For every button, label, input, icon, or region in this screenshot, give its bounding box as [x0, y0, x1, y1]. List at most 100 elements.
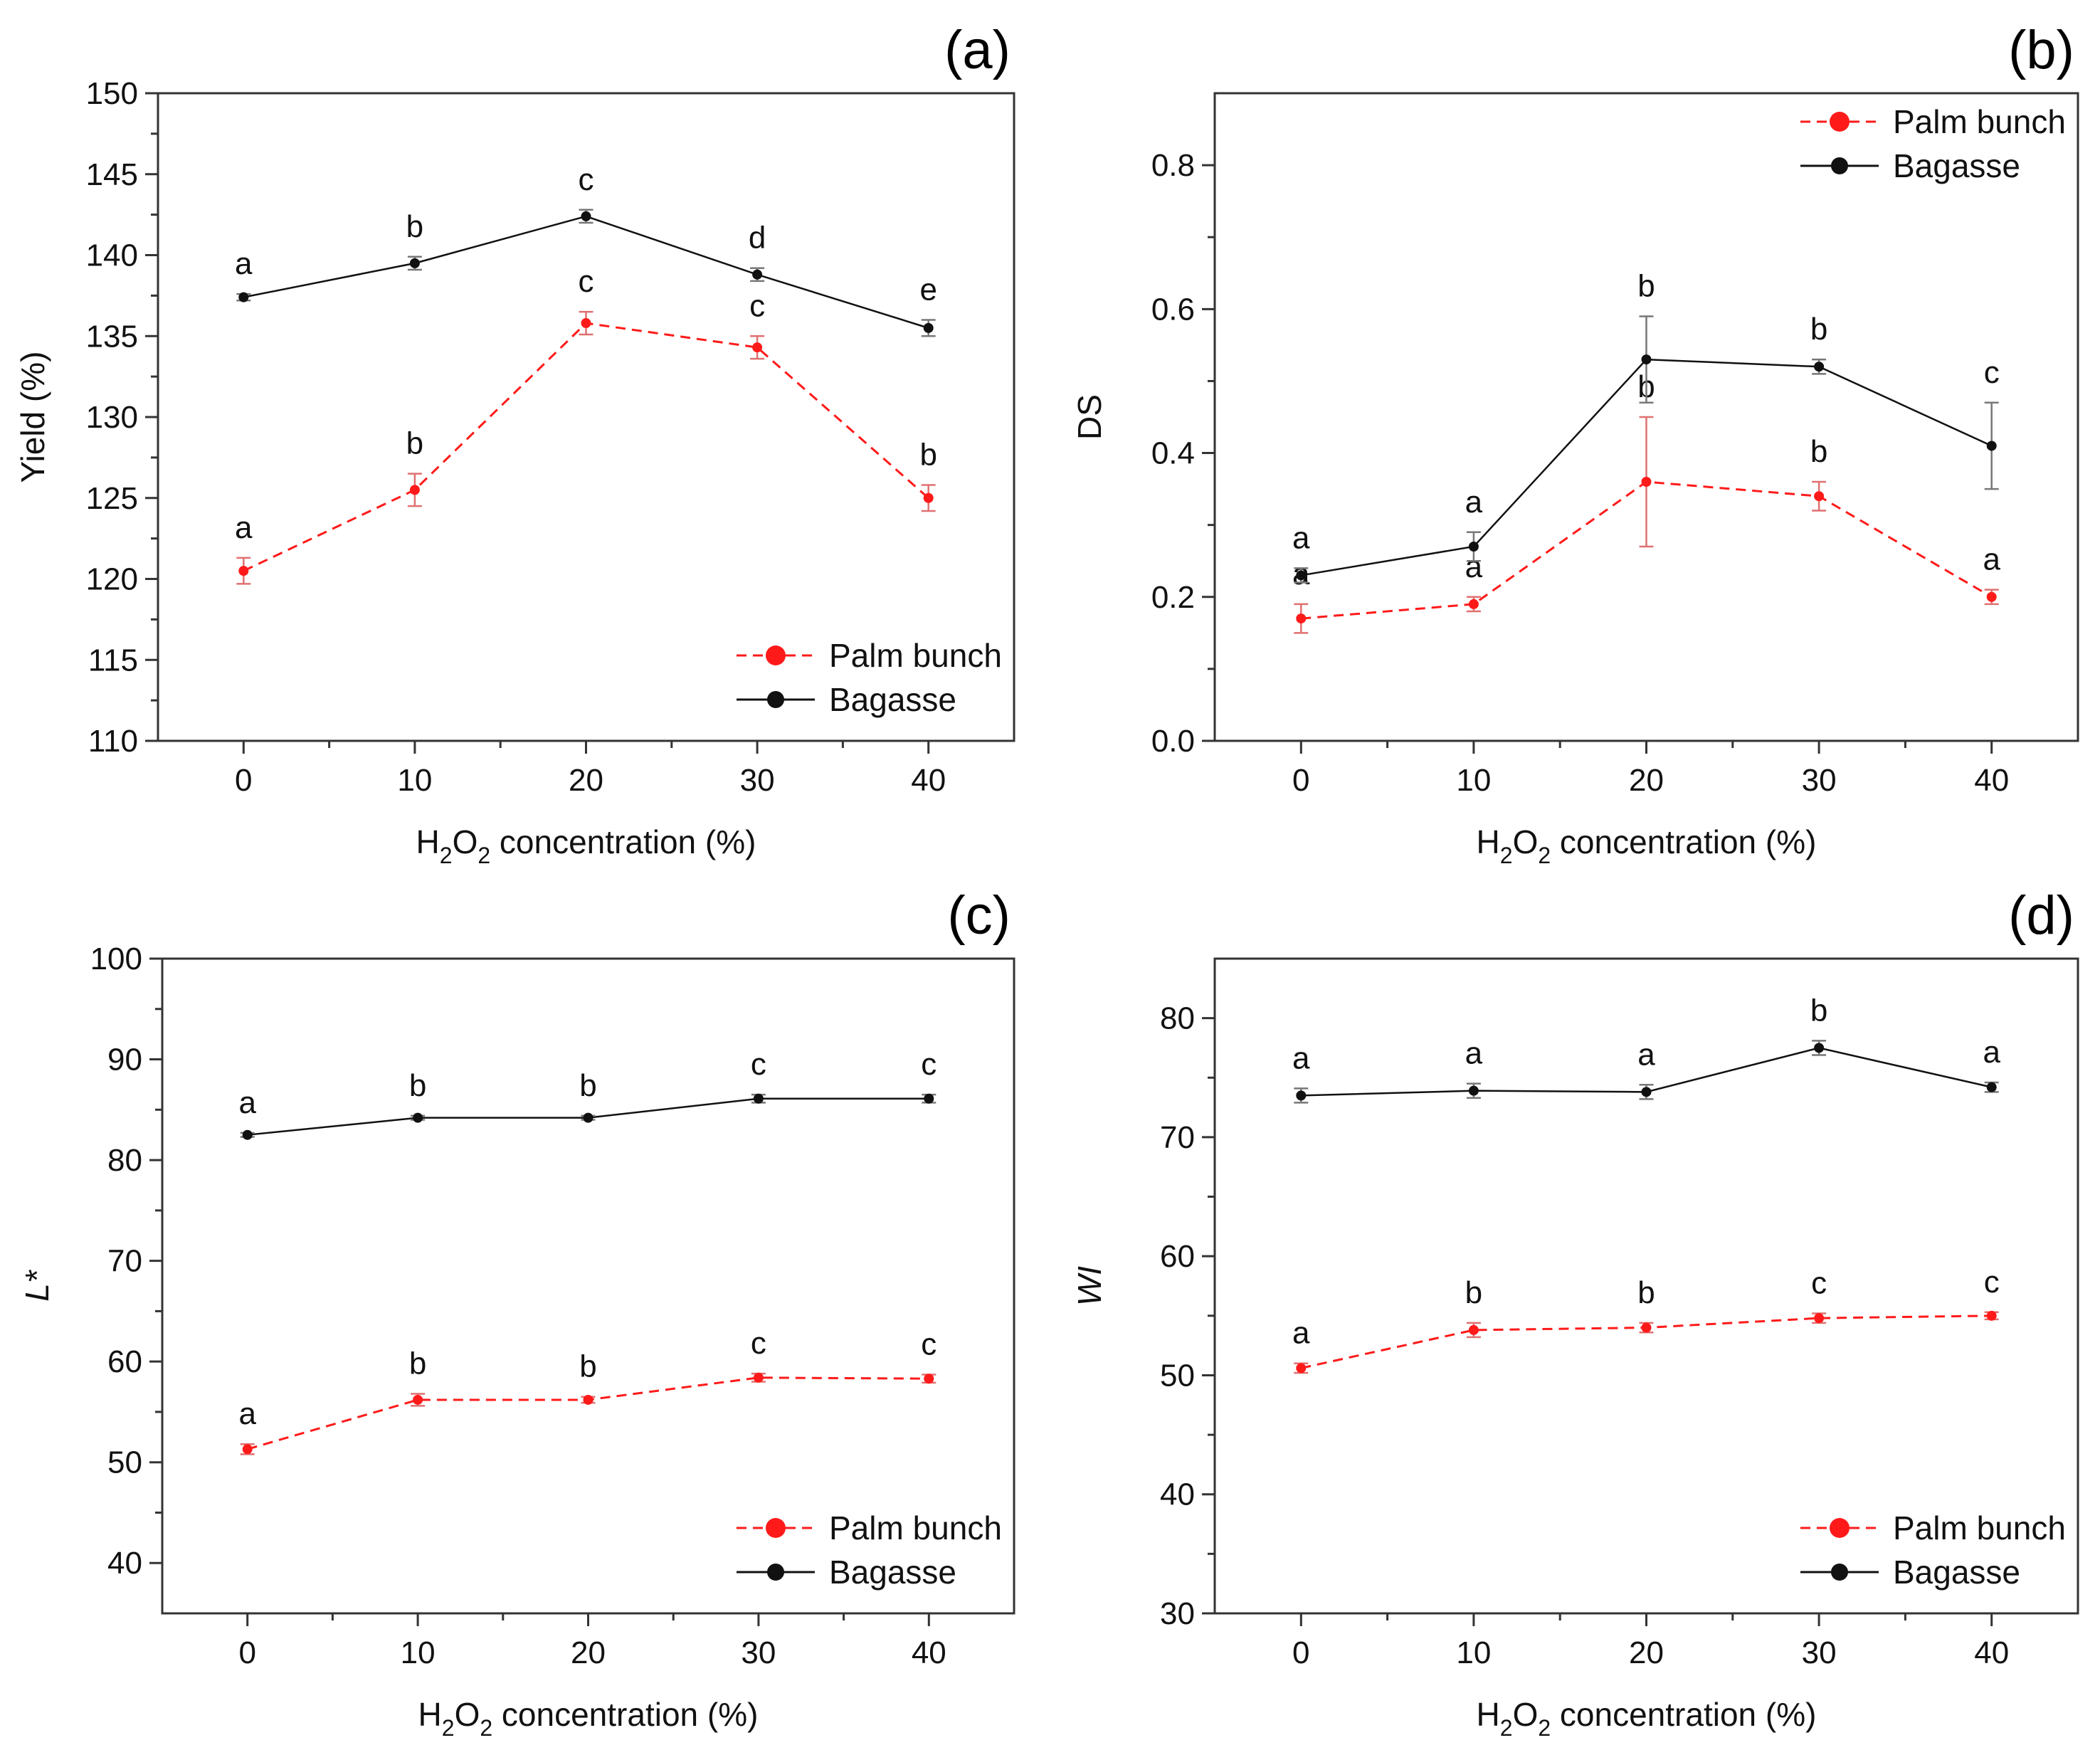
data-point	[1296, 613, 1307, 624]
significance-letter: b	[409, 1346, 426, 1381]
significance-letter: c	[751, 1047, 766, 1082]
data-point	[1468, 599, 1479, 609]
y-tick-label: 0.2	[1151, 580, 1195, 615]
y-tick-label: 90	[107, 1043, 142, 1077]
legend-swatch-marker	[766, 645, 786, 665]
panel-0: (a) 0 10 20 30 40 110 115 120 125 130 135 140 145 150 H…	[14, 20, 1015, 868]
x-tick-label: 40	[912, 1635, 946, 1670]
data-point	[409, 258, 420, 268]
legend: Palm bunch Bagasse	[737, 1509, 1002, 1591]
significance-letter: b	[409, 1068, 426, 1103]
x-tick-label: 40	[1974, 763, 2009, 798]
data-point	[1814, 1043, 1825, 1053]
series-palm-bunch: a b b c c	[238, 1326, 936, 1455]
significance-letter: b	[1637, 268, 1655, 303]
legend-swatch-marker	[1831, 1564, 1848, 1581]
significance-letter: c	[1984, 355, 2000, 390]
data-point	[413, 1394, 423, 1405]
data-point	[752, 342, 763, 353]
data-point	[1468, 1085, 1479, 1096]
significance-letter: b	[579, 1349, 596, 1384]
significance-letter: a	[1637, 1037, 1655, 1072]
y-tick-label: 0.0	[1151, 724, 1195, 759]
data-point	[242, 1129, 253, 1140]
x-axis-label: H2O2 concentration (%)	[416, 823, 756, 868]
legend-entry: Palm bunch	[829, 1509, 1002, 1546]
data-point	[923, 492, 934, 503]
significance-letter: c	[921, 1047, 936, 1082]
x-tick-label: 40	[911, 763, 946, 798]
y-tick-label: 0.4	[1151, 436, 1195, 471]
significance-letter: d	[749, 221, 766, 255]
x-tick-label: 10	[1456, 763, 1491, 798]
data-point	[924, 1093, 934, 1104]
x-axis-label: H2O2 concentration (%)	[1477, 1696, 1817, 1741]
significance-letter: a	[1465, 485, 1483, 520]
significance-letter: b	[1637, 1275, 1655, 1310]
series-palm-bunch: a b b c c	[1292, 1265, 2000, 1374]
significance-letter: b	[919, 438, 936, 473]
y-tick-label: 120	[86, 562, 138, 597]
legend-entry: Bagasse	[1893, 1554, 2020, 1591]
x-tick-label: 10	[397, 763, 432, 798]
y-tick-label: 140	[86, 238, 138, 273]
series-palm-bunch: aabba	[1292, 369, 2000, 634]
y-tick-label: 115	[88, 643, 138, 678]
data-point	[1468, 542, 1479, 552]
legend-swatch-marker	[767, 1564, 784, 1581]
significance-letter: c	[1984, 1265, 2000, 1300]
data-point	[238, 566, 249, 576]
y-tick-label: 60	[107, 1344, 142, 1379]
significance-letter: b	[1465, 1275, 1482, 1310]
legend-entry: Palm bunch	[1893, 103, 2066, 140]
series-line	[247, 1376, 929, 1450]
y-tick-label: 150	[86, 76, 138, 111]
x-tick-label: 30	[1802, 1635, 1837, 1670]
legend-entry: Bagasse	[829, 1554, 956, 1591]
y-axis-label: WI	[1071, 1266, 1108, 1306]
legend-entry: Bagasse	[1893, 147, 2020, 184]
y-axis-label: DS	[1071, 394, 1108, 440]
data-point	[1641, 477, 1652, 487]
x-tick-label: 10	[1456, 1635, 1491, 1670]
x-tick-label: 20	[569, 763, 603, 798]
significance-letter: a	[1292, 1040, 1310, 1075]
panel-label: (c)	[947, 885, 1011, 946]
significance-letter: c	[1811, 1265, 1827, 1300]
significance-letter: a	[238, 1085, 256, 1120]
data-point	[923, 322, 934, 333]
series-bagasse: a a b b c	[1292, 268, 2000, 584]
data-point	[1641, 1322, 1652, 1333]
y-tick-label: 80	[1160, 1001, 1195, 1036]
panel-label: (d)	[2008, 885, 2074, 946]
y-axis-label: L*	[19, 1269, 56, 1302]
legend-entry: Bagasse	[829, 681, 956, 718]
y-tick-label: 30	[1160, 1596, 1195, 1631]
legend-swatch-marker	[1830, 1518, 1850, 1538]
legend-entry: Palm bunch	[829, 637, 1002, 674]
data-point	[1296, 570, 1307, 581]
series-bagasse: a b b c c	[238, 1047, 936, 1140]
data-point	[1641, 1087, 1652, 1097]
y-tick-label: 0.8	[1151, 148, 1195, 183]
significance-letter: c	[749, 288, 765, 323]
data-point	[409, 485, 420, 495]
y-tick-label: 0.6	[1151, 292, 1195, 327]
data-point	[1814, 362, 1825, 372]
data-point	[753, 1093, 764, 1104]
series-line	[243, 322, 929, 572]
data-point	[1986, 1082, 1997, 1092]
data-point	[242, 1444, 253, 1455]
y-tick-label: 145	[86, 157, 138, 192]
y-tick-label: 70	[107, 1244, 142, 1279]
significance-letter: b	[1810, 312, 1827, 347]
significance-letter: c	[751, 1326, 766, 1361]
x-tick-label: 20	[1629, 763, 1664, 798]
x-tick-label: 20	[1629, 1635, 1664, 1670]
panel-label: (b)	[2008, 20, 2074, 80]
significance-letter: a	[1292, 520, 1310, 555]
significance-letter: a	[1983, 542, 2000, 577]
significance-letter: b	[1810, 993, 1827, 1028]
data-point	[583, 1394, 593, 1405]
